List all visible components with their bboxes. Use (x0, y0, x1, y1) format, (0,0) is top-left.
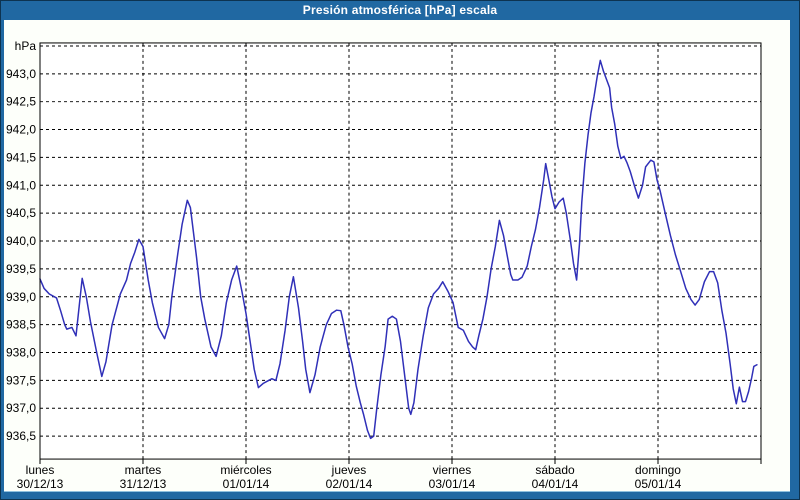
y-tick-label: 942,0 (6, 123, 36, 137)
y-tick-label: 936,5 (6, 429, 36, 443)
window-title: Presión atmosférica [hPa] escala (302, 3, 498, 17)
y-tick-label: 939,5 (6, 262, 36, 276)
y-tick-label: 940,5 (6, 206, 36, 220)
y-tick-label: 937,0 (6, 401, 36, 415)
y-tick-label: 938,5 (6, 318, 36, 332)
x-date-label: 01/01/14 (223, 477, 270, 491)
x-date-label: 04/01/14 (532, 477, 579, 491)
y-tick-label: 937,5 (6, 373, 36, 387)
pressure-line (39, 59, 758, 440)
y-axis-unit-label: hPa (15, 39, 37, 53)
y-tick-label: 939,0 (6, 290, 36, 304)
title-bar: Presión atmosférica [hPa] escala (0, 0, 800, 20)
y-tick-label: 940,0 (6, 234, 36, 248)
plot-border (39, 42, 762, 460)
chart-area: hPa 943,0 942,5 942,0 941,5 941,0 940,5 940,0 93… (4, 20, 790, 492)
x-day-label: domingo (635, 463, 681, 477)
plot-background (40, 42, 761, 460)
x-day-label: sábado (535, 463, 575, 477)
pressure-chart: hPa 943,0 942,5 942,0 941,5 941,0 940,5 940,0 93… (6, 39, 762, 491)
x-date-label: 03/01/14 (429, 477, 476, 491)
y-tick-label: 938,0 (6, 346, 36, 360)
x-date-label: 31/12/13 (120, 477, 167, 491)
x-day-label: martes (125, 463, 162, 477)
y-tick-label: 941,0 (6, 178, 36, 192)
x-day-label: jueves (331, 463, 367, 477)
x-date-label: 02/01/14 (326, 477, 373, 491)
y-tick-label: 943,0 (6, 67, 36, 81)
x-day-label: viernes (433, 463, 472, 477)
y-tick-label: 941,5 (6, 150, 36, 164)
x-day-label: miércoles (220, 463, 271, 477)
y-tick-label: 942,5 (6, 95, 36, 109)
x-date-label: 30/12/13 (17, 477, 64, 491)
x-day-label: lunes (26, 463, 55, 477)
x-date-label: 05/01/14 (635, 477, 682, 491)
